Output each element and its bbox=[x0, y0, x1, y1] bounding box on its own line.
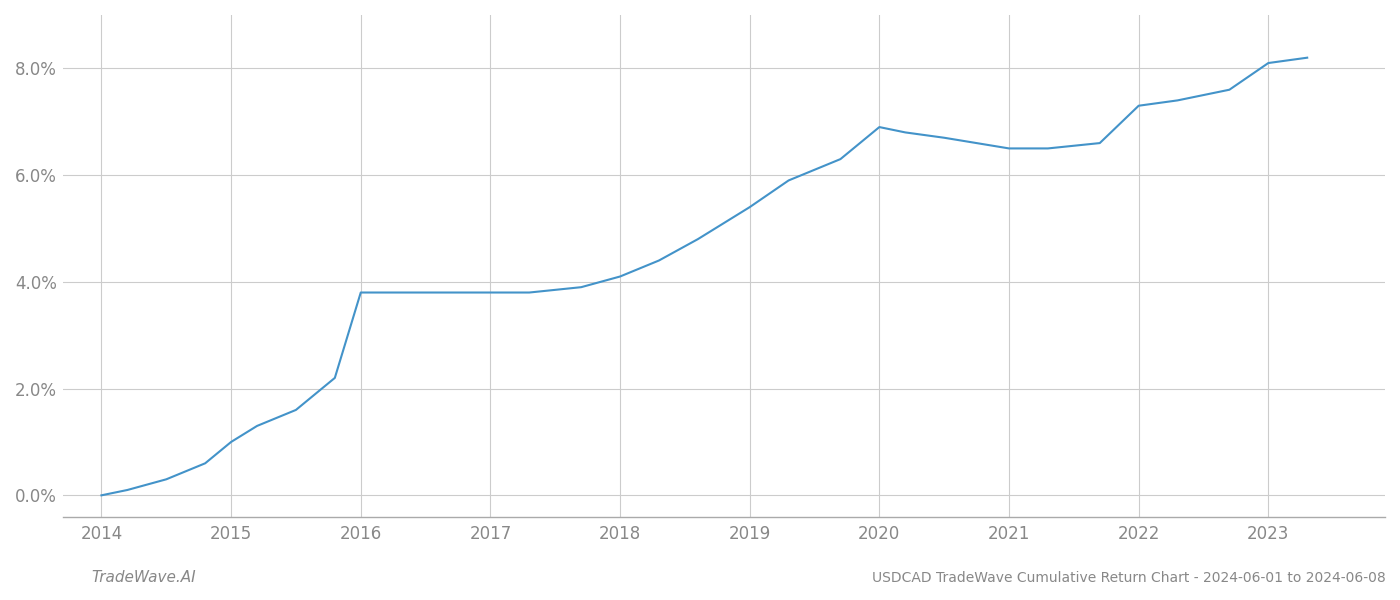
Text: TradeWave.AI: TradeWave.AI bbox=[91, 570, 196, 585]
Text: USDCAD TradeWave Cumulative Return Chart - 2024-06-01 to 2024-06-08: USDCAD TradeWave Cumulative Return Chart… bbox=[872, 571, 1386, 585]
